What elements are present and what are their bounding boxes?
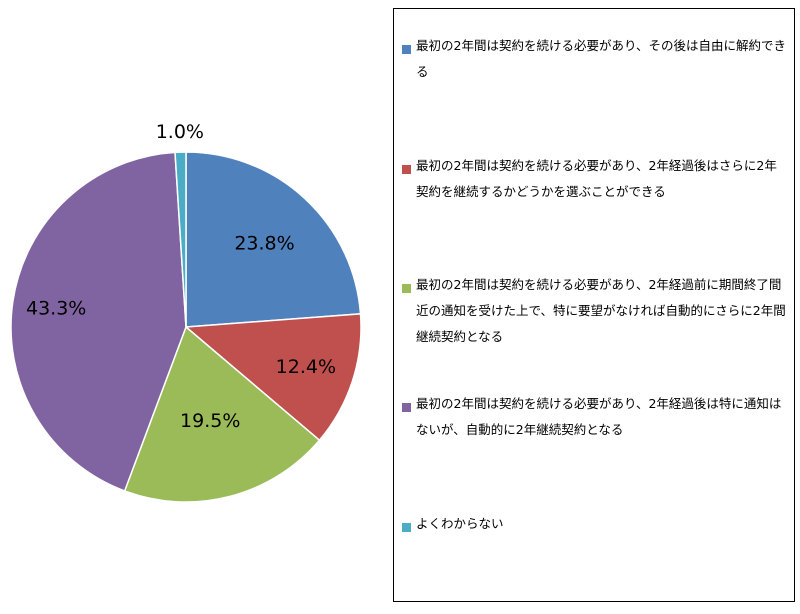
legend-label-3: 最初の2年間は契約を続ける必要があり、2年経過前に期間終了間近の通知を受けた上で… xyxy=(416,277,786,344)
pie-slice-1 xyxy=(185,151,362,328)
legend-item-5: よくわからない xyxy=(402,516,788,537)
pie-slice-label-5: 1.0% xyxy=(156,121,204,143)
legend-swatch-3 xyxy=(402,284,411,293)
pie-slice-label-4: 43.3% xyxy=(26,298,86,320)
pie-slice-label-3: 19.5% xyxy=(180,410,240,432)
legend-label-1: 最初の2年間は契約を続ける必要があり、その後は自由に解約できる xyxy=(416,38,786,79)
legend-item-1: 最初の2年間は契約を続ける必要があり、その後は自由に解約できる xyxy=(402,38,788,85)
pie-labels: 23.8% 12.4% 19.5% 43.3% 1.0% xyxy=(26,121,336,432)
legend-item-4: 最初の2年間は契約を続ける必要があり、2年経過後は特に通知はないが、自動的に2年… xyxy=(402,396,788,443)
legend-swatch-4 xyxy=(402,403,411,412)
legend-label-4: 最初の2年間は契約を続ける必要があり、2年経過後は特に通知はないが、自動的に2年… xyxy=(416,396,782,437)
pie-slice-4 xyxy=(10,151,187,492)
pie-slice-2 xyxy=(184,313,362,442)
pie-slice-5 xyxy=(174,151,187,328)
legend-item-3: 最初の2年間は契約を続ける必要があり、2年経過前に期間終了間近の通知を受けた上で… xyxy=(402,277,788,350)
pie-slice-label-2: 12.4% xyxy=(276,356,336,378)
legend: 最初の2年間は契約を続ける必要があり、その後は自由に解約できる 最初の2年間は契… xyxy=(393,8,795,602)
legend-swatch-5 xyxy=(402,523,411,532)
legend-item-2: 最初の2年間は契約を続ける必要があり、2年経過後はさらに2年契約を継続するかどう… xyxy=(402,158,788,205)
pie-slices xyxy=(10,151,362,503)
legend-swatch-1 xyxy=(402,45,411,54)
legend-label-5: よくわからない xyxy=(416,516,504,531)
legend-label-2: 最初の2年間は契約を続ける必要があり、2年経過後はさらに2年契約を継続するかどう… xyxy=(416,158,777,199)
legend-swatch-2 xyxy=(402,165,411,174)
pie-slice-3 xyxy=(123,325,321,503)
pie-chart: 23.8% 12.4% 19.5% 43.3% 1.0% xyxy=(10,121,362,503)
pie-slice-label-1: 23.8% xyxy=(234,232,294,254)
